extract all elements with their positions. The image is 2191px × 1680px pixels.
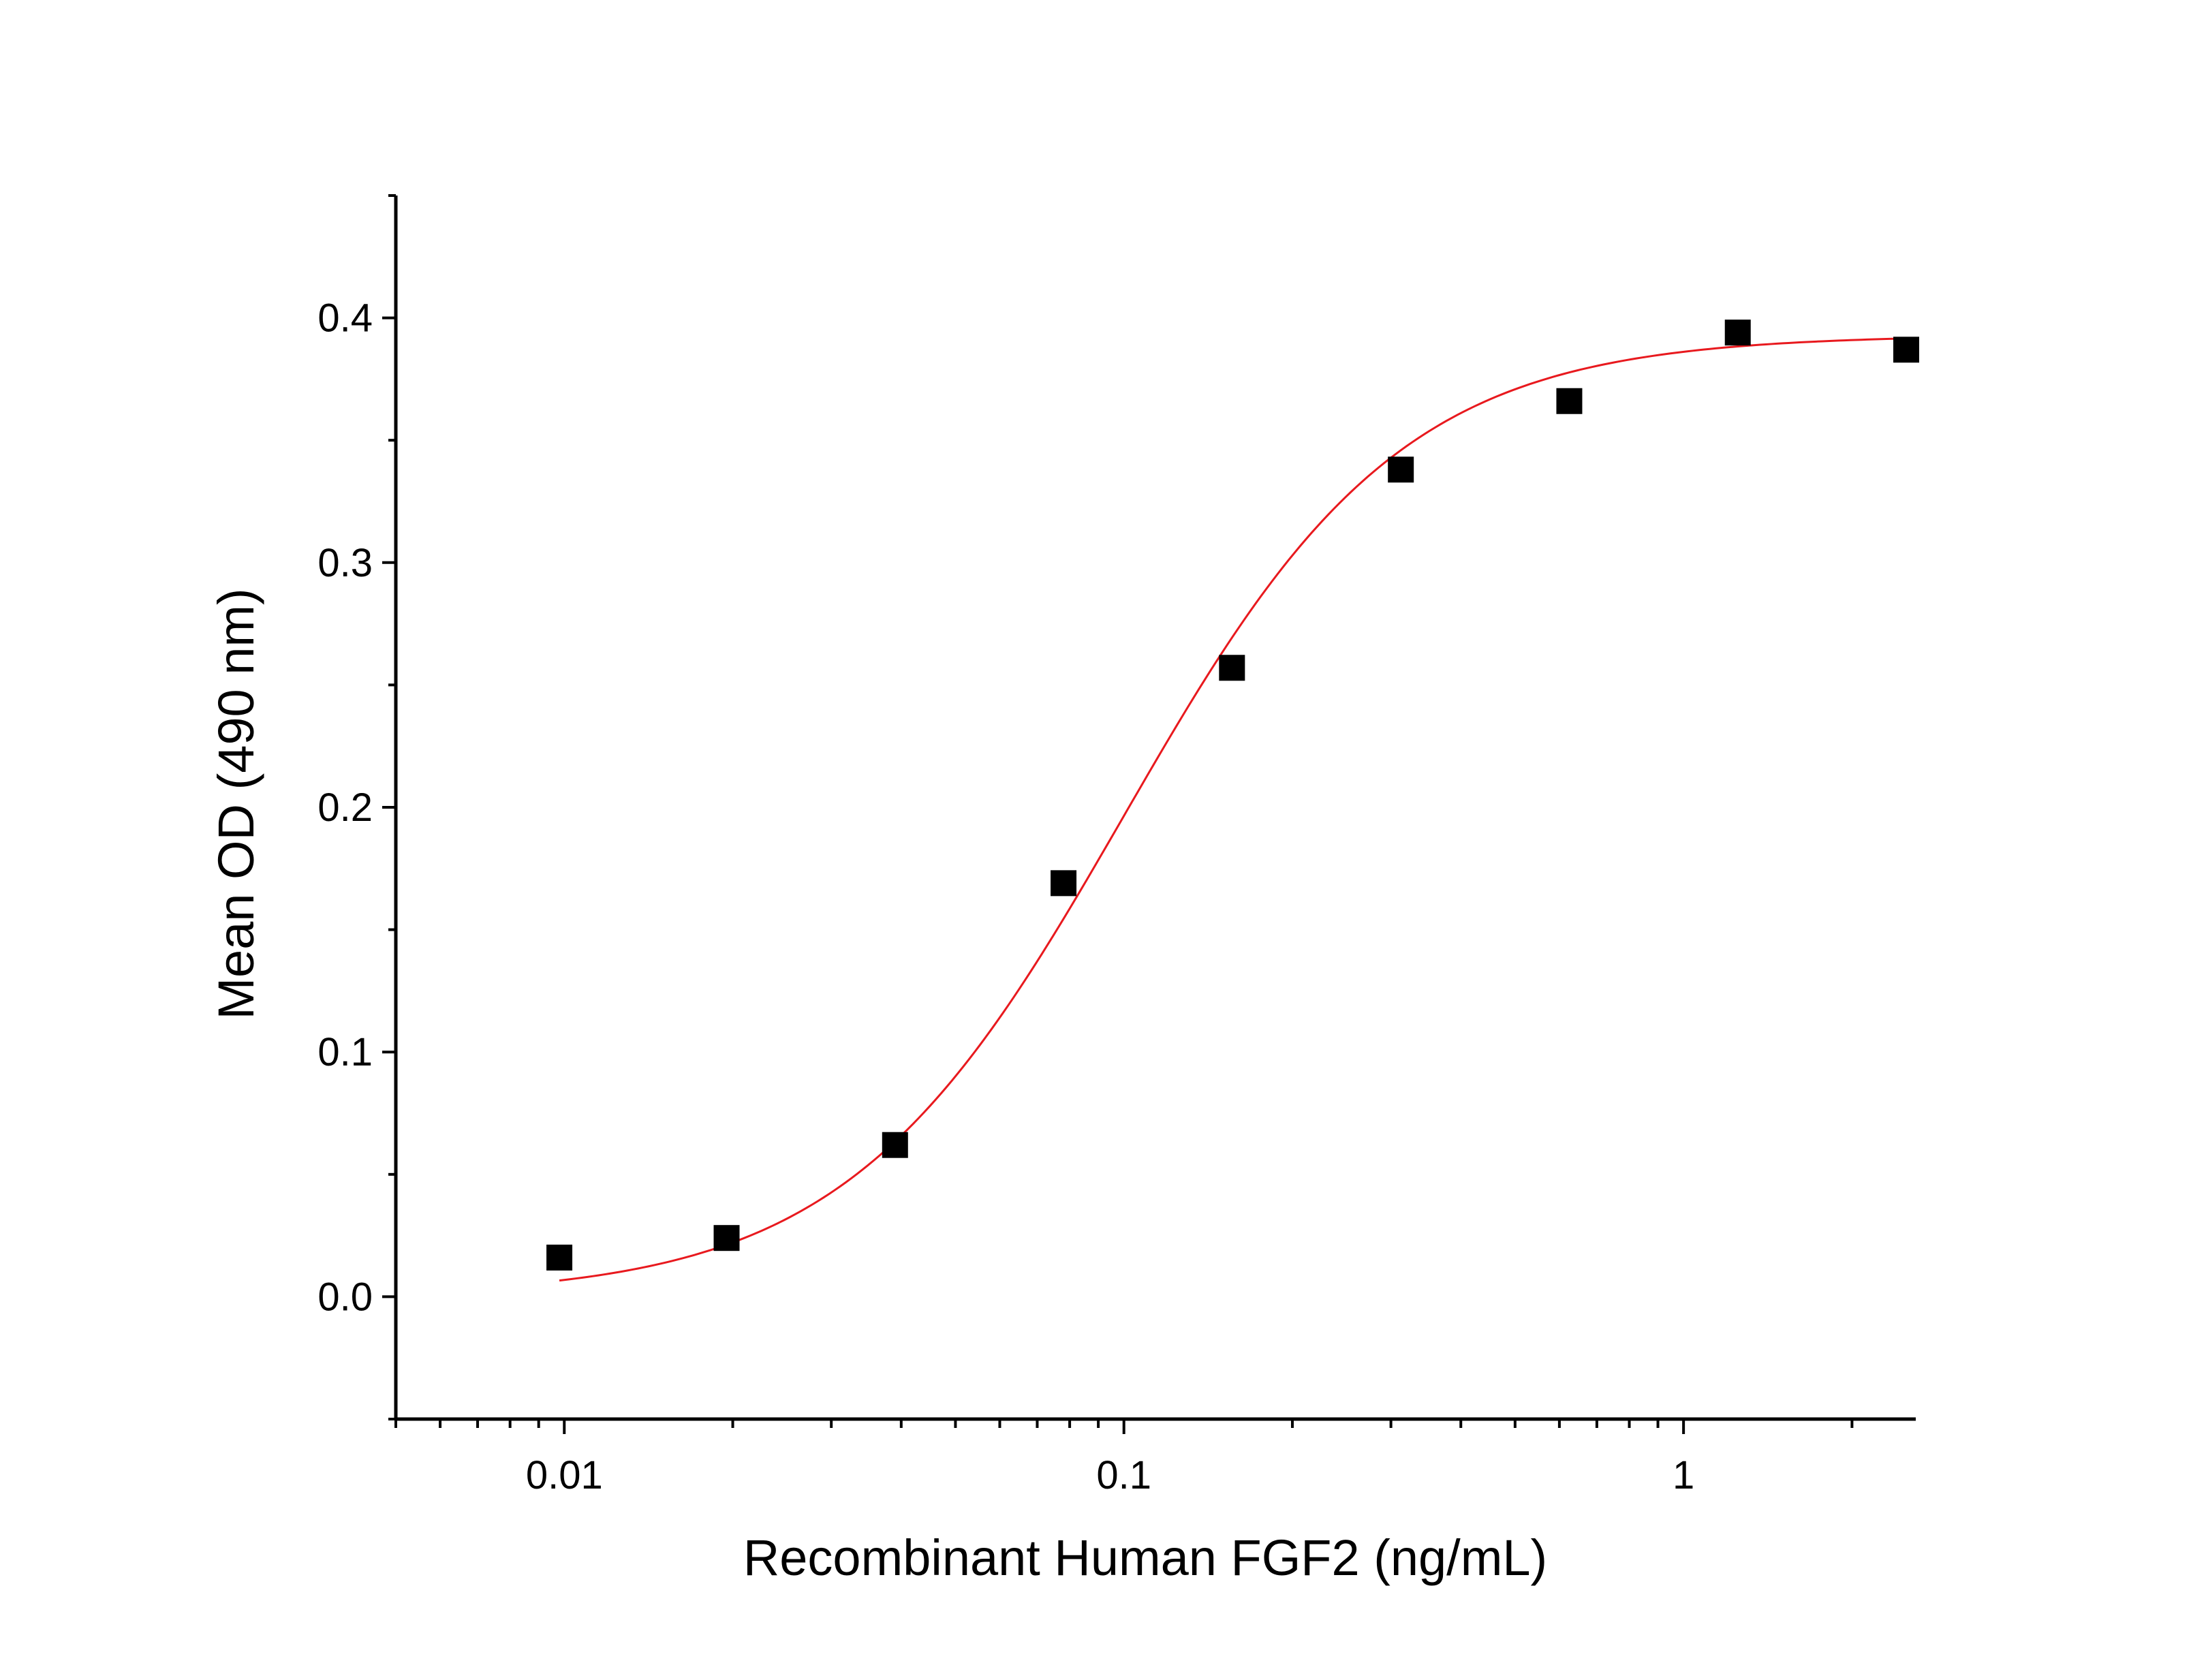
data-point — [546, 1244, 573, 1271]
y-tick-label: 0.2 — [317, 785, 373, 830]
y-tick-label: 0.1 — [317, 1030, 373, 1074]
x-tick-label: 0.1 — [1096, 1453, 1151, 1497]
data-point — [1388, 456, 1414, 483]
fit-curve-layer — [559, 337, 1907, 1282]
y-tick-label: 0.3 — [317, 541, 373, 585]
x-tick-label: 0.01 — [526, 1453, 603, 1497]
axes-layer: 0.0 0.1 0.2 0.3 0.4 0.01 0.1 1 — [317, 194, 1916, 1497]
data-point — [1893, 337, 1920, 363]
data-point — [713, 1225, 740, 1251]
data-point — [1219, 655, 1245, 681]
x-axis-title: Recombinant Human FGF2 (ng/mL) — [743, 1529, 1547, 1586]
fit-curve — [559, 337, 1907, 1282]
data-point — [1051, 870, 1077, 897]
y-tick-label: 0.0 — [317, 1275, 373, 1319]
y-axis-title: Mean OD (490 nm) — [208, 588, 264, 1019]
data-point — [1556, 388, 1583, 414]
x-tick-label: 1 — [1673, 1453, 1694, 1497]
data-point — [882, 1132, 908, 1158]
data-point — [1724, 320, 1751, 346]
data-points-layer — [546, 320, 1920, 1271]
y-tick-label: 0.4 — [317, 296, 373, 341]
